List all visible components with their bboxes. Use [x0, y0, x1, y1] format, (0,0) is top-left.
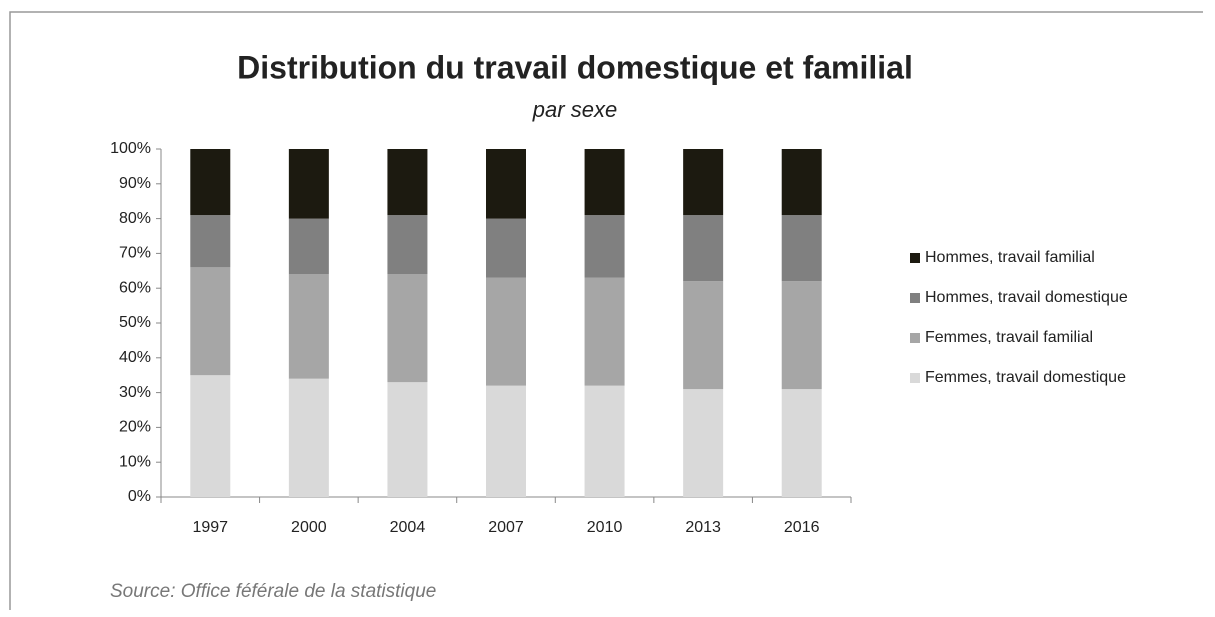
bar-segment [781, 149, 822, 216]
bar-segment [486, 149, 526, 219]
x-tick-label: 2004 [390, 519, 426, 536]
bar-segment [387, 149, 428, 216]
y-tick-label: 100% [110, 140, 151, 157]
legend-label: Hommes, travail domestique [925, 289, 1128, 306]
bar-segment [288, 218, 329, 275]
bar-segment [288, 378, 329, 497]
bar-segment [584, 215, 625, 278]
x-tick-label: 2007 [488, 519, 524, 536]
y-tick-label: 20% [119, 419, 151, 436]
bar-segment [486, 277, 526, 386]
bar-segment [288, 274, 329, 379]
y-tick-label: 40% [119, 349, 151, 366]
bar-segment [387, 274, 428, 383]
bar-segment [486, 385, 526, 497]
bar-segment [190, 267, 231, 376]
x-tick-label: 2016 [784, 519, 820, 536]
bar-segment [781, 389, 822, 497]
legend-label: Femmes, travail familial [925, 329, 1093, 346]
bar-segment [190, 149, 231, 216]
bar-segment [781, 215, 822, 282]
x-tick-label: 2013 [685, 519, 721, 536]
bar-segment [683, 281, 724, 390]
chart-subtitle: par sexe [532, 97, 617, 122]
legend-label: Femmes, travail domestique [925, 369, 1126, 386]
chart-title: Distribution du travail domestique et fa… [237, 49, 913, 85]
y-tick-label: 10% [119, 453, 151, 470]
legend-swatch [910, 253, 920, 263]
bar-segment [683, 149, 724, 216]
legend-label: Hommes, travail familial [925, 249, 1095, 266]
bar-segment [584, 277, 625, 386]
x-tick-label: 1997 [192, 519, 228, 536]
source-note: Source: Office féférale de la statistiqu… [110, 581, 436, 602]
bar-segment [584, 149, 625, 216]
bar-segment [683, 389, 724, 497]
legend-swatch [910, 333, 920, 343]
bar-segment [683, 215, 724, 282]
y-tick-label: 50% [119, 314, 151, 331]
legend-swatch [910, 293, 920, 303]
bar-segment [387, 382, 428, 497]
bar-segment [781, 281, 822, 390]
bar-segment [584, 385, 625, 497]
bar-segment [190, 375, 231, 497]
y-tick-label: 80% [119, 210, 151, 227]
y-tick-label: 60% [119, 279, 151, 296]
frame [9, 11, 1203, 610]
bar-segment [288, 149, 329, 219]
legend-swatch [910, 373, 920, 383]
bar-segment [190, 215, 231, 268]
y-tick-label: 90% [119, 175, 151, 192]
x-tick-label: 2000 [291, 519, 327, 536]
bar-segment [486, 218, 526, 278]
y-tick-label: 30% [119, 384, 151, 401]
y-tick-label: 70% [119, 245, 151, 262]
x-tick-label: 2010 [587, 519, 623, 536]
bar-segment [387, 215, 428, 275]
y-tick-label: 0% [128, 488, 151, 505]
